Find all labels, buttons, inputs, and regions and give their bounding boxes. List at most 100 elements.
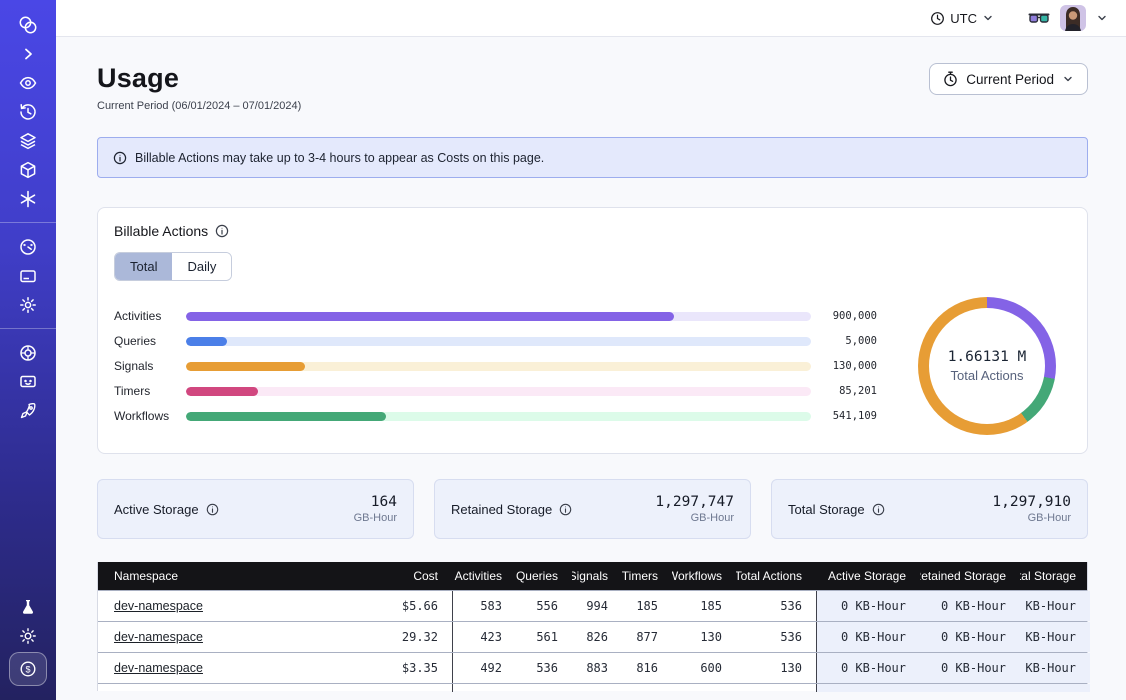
temporal-logo[interactable] (11, 12, 45, 37)
col-header-queries: Queries (516, 562, 572, 590)
col-header-active-storage: Active Storage (816, 562, 920, 590)
bar-fill (186, 387, 258, 396)
billable-actions-card: Billable Actions Total Daily Activities (97, 207, 1088, 454)
timezone-selector[interactable]: UTC (930, 11, 994, 26)
cell-total-storage: 0 KB-Hour (1020, 653, 1090, 683)
donut-chart-wrap: 1.66131 M Total Actions (903, 297, 1071, 435)
namespace-usage-table: Namespace Cost Activities Queries Signal… (97, 562, 1088, 691)
col-header-retained-storage: Retained Storage (920, 562, 1020, 590)
info-icon[interactable] (872, 503, 885, 516)
asterisk-icon[interactable] (11, 186, 45, 211)
history-clock-icon[interactable] (11, 99, 45, 124)
cell-workflows: 130 (672, 622, 736, 652)
cell-total-actions: 130 (736, 653, 816, 683)
bar-track (186, 387, 811, 396)
info-icon[interactable] (206, 503, 219, 516)
total-daily-tabs: Total Daily (114, 252, 232, 281)
cell-active-storage: 0 KB-Hour (816, 622, 920, 652)
total-actions-value: 1.66131 M (948, 349, 1027, 365)
gear-icon[interactable] (11, 292, 45, 317)
col-header-total-storage: Total Storage (1020, 562, 1090, 590)
bar-fill (186, 412, 386, 421)
chevron-down-icon (1062, 73, 1074, 85)
avatar[interactable] (1060, 5, 1086, 31)
cell-signals: 826 (572, 622, 622, 652)
bar-label: Queries (114, 334, 186, 348)
cell-total-storage: 0 KB-Hour (1020, 591, 1090, 621)
bar-value: 85,201 (811, 385, 877, 397)
bar-value: 5,000 (811, 335, 877, 347)
total-actions-label: Total Actions (951, 368, 1024, 383)
cell-cost: $3.35 (382, 653, 452, 683)
bar-track (186, 312, 811, 321)
bar-label: Activities (114, 309, 186, 323)
active-storage-value: 164 (354, 494, 397, 510)
app-root: $ UTC (0, 0, 1126, 700)
col-header-activities: Activities (452, 562, 516, 590)
eye-icon[interactable] (11, 70, 45, 95)
cell-retained-storage: 0 KB-Hour (920, 653, 1020, 683)
page-subtitle: Current Period (06/01/2024 – 07/01/2024) (97, 100, 301, 112)
content: Usage Current Period (06/01/2024 – 07/01… (56, 37, 1126, 700)
cell-timers: 877 (622, 622, 672, 652)
cell-total-actions: 536 (736, 591, 816, 621)
bar-row-workflows: Workflows 541,109 (114, 404, 877, 429)
bar-row-activities: Activities 900,000 (114, 304, 877, 329)
bar-label: Timers (114, 384, 186, 398)
bar-row-timers: Timers 85,201 (114, 379, 877, 404)
namespace-link[interactable]: dev-namespace (114, 661, 203, 675)
tab-daily[interactable]: Daily (172, 253, 231, 280)
timezone-label: UTC (950, 11, 977, 26)
period-selector-button[interactable]: Current Period (929, 63, 1088, 95)
main-area: UTC (56, 0, 1126, 700)
info-icon (113, 151, 127, 165)
table-header: Namespace Cost Activities Queries Signal… (98, 562, 1087, 590)
donut-center: 1.66131 M Total Actions (918, 297, 1056, 435)
active-storage-card: Active Storage 164 GB-Hour (97, 479, 414, 539)
table-row: dev-namespace $5.66 583 556 994 185 185 … (98, 590, 1087, 621)
glasses-icon[interactable] (1028, 11, 1050, 26)
lifebuoy-icon[interactable] (11, 340, 45, 365)
clock-icon (930, 11, 945, 26)
sun-icon[interactable] (11, 623, 45, 648)
cell-cost: 29.32 (382, 622, 452, 652)
active-storage-unit: GB-Hour (354, 512, 397, 524)
chevron-down-icon[interactable] (1096, 12, 1108, 24)
cube-icon[interactable] (11, 157, 45, 182)
bar-value: 900,000 (811, 310, 877, 322)
stopwatch-icon (943, 71, 958, 87)
layers-icon[interactable] (11, 128, 45, 153)
namespace-link[interactable]: dev-namespace (114, 630, 203, 644)
total-storage-value: 1,297,910 (992, 494, 1071, 510)
usage-dollar-icon[interactable]: $ (9, 652, 47, 686)
total-storage-card: Total Storage 1,297,910 GB-Hour (771, 479, 1088, 539)
bar-row-signals: Signals 130,000 (114, 354, 877, 379)
page-title: Usage (97, 63, 301, 94)
monitor-icon[interactable] (11, 369, 45, 394)
bar-fill (186, 362, 305, 371)
info-icon[interactable] (215, 224, 229, 238)
chevron-right-icon[interactable] (11, 41, 45, 66)
chevron-down-icon (982, 12, 994, 24)
bar-track (186, 337, 811, 346)
cell-queries: 536 (516, 653, 572, 683)
rocket-icon[interactable] (11, 398, 45, 423)
cell-signals: 994 (572, 591, 622, 621)
col-header-signals: Signals (572, 562, 622, 590)
flask-icon[interactable] (11, 594, 45, 619)
bar-value: 130,000 (811, 360, 877, 372)
info-icon[interactable] (559, 503, 572, 516)
banner-text: Billable Actions may take up to 3-4 hour… (135, 151, 544, 165)
gauge-icon[interactable] (11, 234, 45, 259)
tab-total[interactable]: Total (115, 253, 172, 280)
topbar: UTC (56, 0, 1126, 37)
billable-actions-title: Billable Actions (114, 223, 208, 239)
bar-row-queries: Queries 5,000 (114, 329, 877, 354)
retained-storage-unit: GB-Hour (655, 512, 734, 524)
col-header-namespace: Namespace (98, 562, 382, 590)
cell-activities: 583 (452, 591, 516, 621)
sidebar-divider (0, 328, 56, 329)
billing-card-icon[interactable] (11, 263, 45, 288)
namespace-link[interactable]: dev-namespace (114, 599, 203, 613)
retained-storage-value: 1,297,747 (655, 494, 734, 510)
